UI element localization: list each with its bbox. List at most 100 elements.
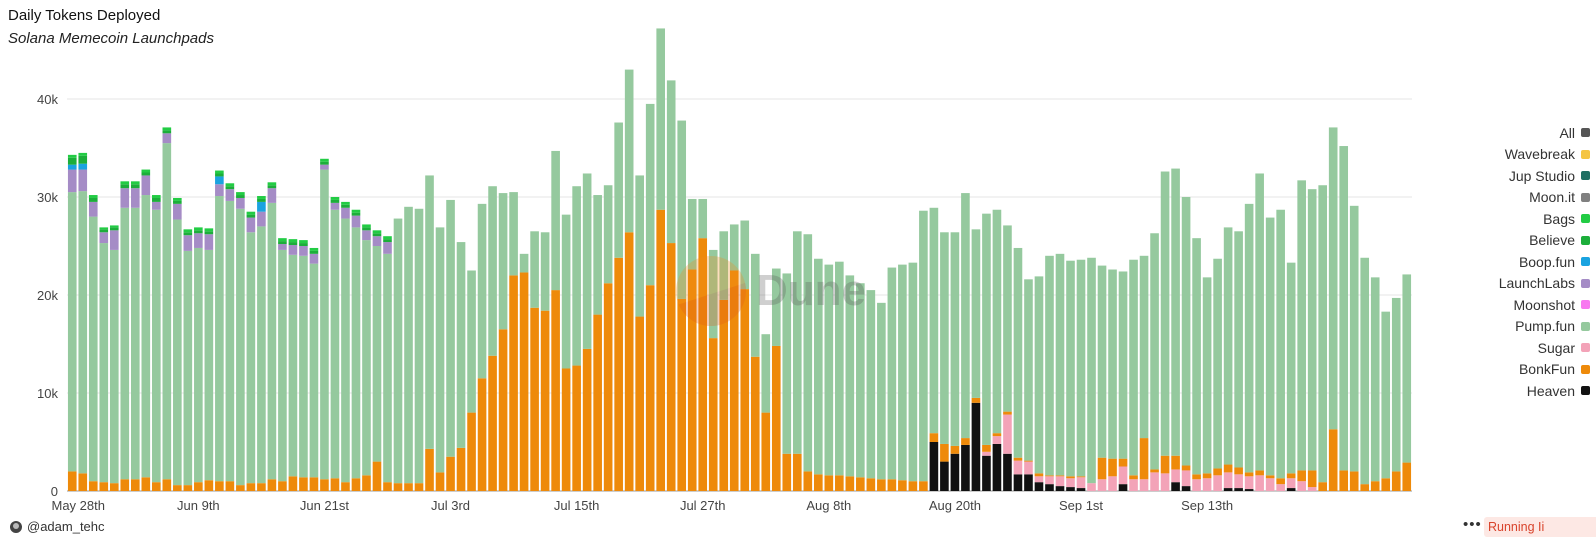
bar-stack[interactable] <box>1391 297 1401 491</box>
bar-stack[interactable] <box>677 120 687 491</box>
bar-stack[interactable] <box>877 302 886 491</box>
bar-stack[interactable] <box>194 227 203 491</box>
bar-stack[interactable] <box>309 247 319 491</box>
bar-stack[interactable] <box>624 69 634 491</box>
bar-stack[interactable] <box>456 242 466 491</box>
bar-stack[interactable] <box>362 224 371 491</box>
bar-stack[interactable] <box>908 262 918 491</box>
bar-stack[interactable] <box>708 249 718 491</box>
bar-stack[interactable] <box>971 229 981 491</box>
bar-stack[interactable] <box>572 186 581 491</box>
legend-item[interactable]: All <box>1440 122 1590 144</box>
bar-stack[interactable] <box>866 290 876 491</box>
bar-stack[interactable] <box>152 195 161 491</box>
bar-stack[interactable] <box>792 231 802 491</box>
bar-stack[interactable] <box>67 154 77 491</box>
bar-stack[interactable] <box>1066 260 1075 491</box>
bar-stack[interactable] <box>467 270 476 492</box>
bar-stack[interactable] <box>919 210 928 491</box>
bar-stack[interactable] <box>173 197 182 491</box>
bar-stack[interactable] <box>887 267 897 491</box>
legend-item[interactable]: Believe <box>1440 230 1590 252</box>
bar-stack[interactable] <box>162 127 172 491</box>
bar-stack[interactable] <box>141 169 151 491</box>
bar-stack[interactable] <box>940 232 949 491</box>
bar-stack[interactable] <box>540 232 550 491</box>
bar-stack[interactable] <box>656 28 665 492</box>
bar-stack[interactable] <box>1192 238 1201 491</box>
bar-stack[interactable] <box>1286 262 1296 491</box>
bar-stack[interactable] <box>257 196 266 491</box>
bar-stack[interactable] <box>1097 265 1107 491</box>
bar-stack[interactable] <box>1402 274 1412 491</box>
legend-item[interactable]: Heaven <box>1440 380 1590 402</box>
bar-stack[interactable] <box>1360 257 1370 491</box>
bar-stack[interactable] <box>530 231 539 491</box>
bar-stack[interactable] <box>1034 276 1044 491</box>
bar-stack[interactable] <box>477 203 487 491</box>
bar-stack[interactable] <box>1244 203 1254 491</box>
bar-stack[interactable] <box>729 224 739 491</box>
bar-stack[interactable] <box>236 192 245 491</box>
legend-item[interactable]: Sugar <box>1440 337 1590 359</box>
bar-stack[interactable] <box>446 199 455 491</box>
bar-stack[interactable] <box>961 193 970 491</box>
bar-stack[interactable] <box>835 261 844 491</box>
bar-stack[interactable] <box>1160 171 1170 491</box>
bar-stack[interactable] <box>803 234 813 491</box>
bar-stack[interactable] <box>1349 205 1359 491</box>
bar-stack[interactable] <box>1297 180 1306 491</box>
bar-stack[interactable] <box>509 192 518 491</box>
bar-stack[interactable] <box>435 227 445 491</box>
bar-stack[interactable] <box>99 227 109 491</box>
bar-stack[interactable] <box>130 181 140 491</box>
bar-stack[interactable] <box>750 253 760 491</box>
bar-stack[interactable] <box>404 206 413 491</box>
bar-stack[interactable] <box>372 230 382 491</box>
bar-stack[interactable] <box>782 273 792 491</box>
bar-stack[interactable] <box>351 209 361 491</box>
bar-stack[interactable] <box>898 264 907 491</box>
legend-item[interactable]: BonkFun <box>1440 359 1590 381</box>
bar-stack[interactable] <box>215 170 224 491</box>
bar-stack[interactable] <box>1213 258 1222 491</box>
bar-stack[interactable] <box>488 186 497 491</box>
bar-stack[interactable] <box>183 229 193 491</box>
bar-stack[interactable] <box>330 197 340 491</box>
legend-item[interactable]: Pump.fun <box>1440 316 1590 338</box>
more-options-button[interactable]: ••• <box>1463 516 1482 533</box>
bar-stack[interactable] <box>120 181 130 491</box>
bar-stack[interactable] <box>267 182 277 491</box>
bar-stack[interactable] <box>278 238 287 491</box>
bar-stack[interactable] <box>1118 271 1128 491</box>
bar-stack[interactable] <box>383 236 392 491</box>
legend-item[interactable]: LaunchLabs <box>1440 273 1590 295</box>
bar-stack[interactable] <box>1139 255 1149 491</box>
bar-stack[interactable] <box>225 183 235 491</box>
bar-stack[interactable] <box>1129 259 1138 491</box>
bar-stack[interactable] <box>1003 225 1012 491</box>
bar-stack[interactable] <box>425 175 434 491</box>
bar-stack[interactable] <box>719 231 729 491</box>
legend-item[interactable]: Boop.fun <box>1440 251 1590 273</box>
bar-stack[interactable] <box>593 195 602 491</box>
bar-stack[interactable] <box>635 175 644 491</box>
legend-item[interactable]: Moon.it <box>1440 187 1590 209</box>
bar-stack[interactable] <box>824 264 834 491</box>
bar-stack[interactable] <box>1265 217 1275 491</box>
bar-stack[interactable] <box>1202 277 1212 491</box>
bar-stack[interactable] <box>551 150 560 491</box>
bar-stack[interactable] <box>1181 197 1191 491</box>
bar-stack[interactable] <box>1223 227 1233 491</box>
bar-stack[interactable] <box>687 198 697 491</box>
legend-item[interactable]: Jup Studio <box>1440 165 1590 187</box>
bar-stack[interactable] <box>950 232 960 491</box>
bar-stack[interactable] <box>246 211 256 491</box>
bar-stack[interactable] <box>740 220 750 491</box>
bar-stack[interactable] <box>698 198 708 491</box>
bar-stack[interactable] <box>1087 257 1096 491</box>
bar-stack[interactable] <box>814 258 823 491</box>
bar-stack[interactable] <box>856 283 865 491</box>
bar-stack[interactable] <box>1381 311 1391 491</box>
bar-stack[interactable] <box>645 103 655 491</box>
